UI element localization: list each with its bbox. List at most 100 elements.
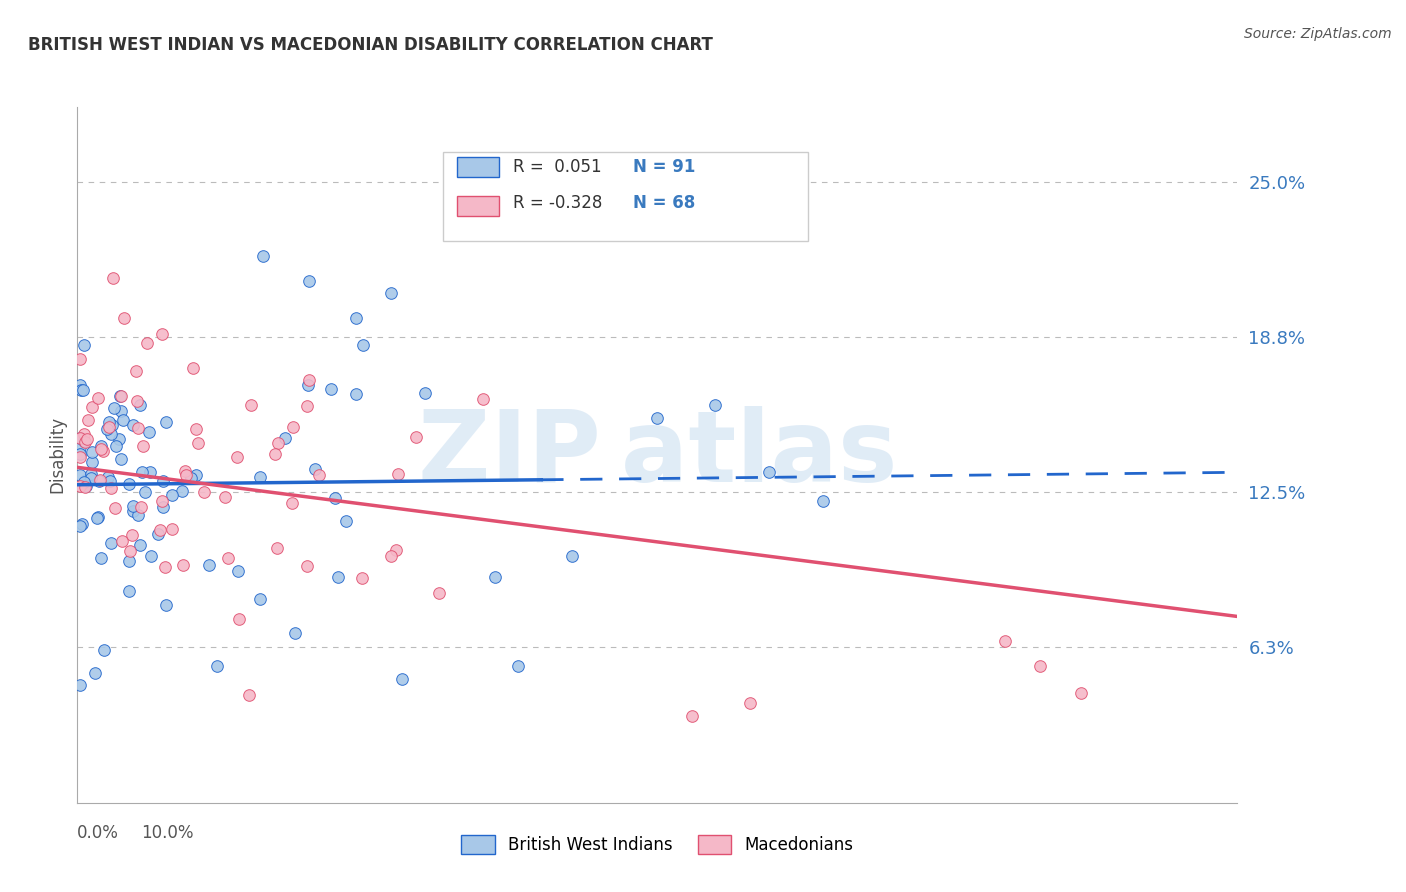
Point — [69, 351, 91, 366]
Point — [298, 373, 321, 387]
Point — [704, 398, 727, 412]
Point — [149, 523, 172, 537]
Point — [350, 571, 373, 585]
Point — [69, 450, 91, 465]
Point — [110, 452, 132, 467]
Point — [193, 485, 215, 500]
Point — [110, 389, 132, 403]
Point — [129, 539, 152, 553]
Point — [98, 474, 121, 488]
Point — [152, 500, 174, 514]
Point — [107, 432, 129, 446]
Point — [118, 477, 141, 491]
Point — [75, 473, 97, 487]
Point — [1070, 686, 1092, 700]
Point — [252, 249, 274, 263]
Point — [121, 504, 143, 518]
Point — [172, 558, 194, 573]
Point — [184, 422, 207, 436]
Point — [740, 697, 762, 711]
Point — [150, 326, 173, 341]
Point — [103, 401, 125, 416]
Point — [187, 435, 209, 450]
Point — [69, 431, 91, 445]
Point — [148, 526, 170, 541]
Point — [69, 431, 91, 445]
Point — [160, 523, 183, 537]
Point — [73, 434, 96, 449]
Point — [225, 450, 247, 465]
Text: N = 68: N = 68 — [633, 194, 695, 212]
Point — [122, 500, 145, 514]
Point — [73, 480, 96, 494]
Point — [75, 479, 97, 493]
Point — [134, 485, 156, 500]
Point — [101, 418, 124, 433]
Point — [150, 493, 173, 508]
Point — [380, 286, 402, 301]
Text: Source: ZipAtlas.com: Source: ZipAtlas.com — [1244, 27, 1392, 41]
Point — [100, 536, 122, 550]
Point — [472, 392, 495, 406]
Point — [129, 500, 152, 515]
Point — [97, 470, 120, 484]
Point — [162, 488, 184, 502]
Point — [72, 434, 94, 448]
Point — [561, 549, 583, 564]
Y-axis label: Disability: Disability — [48, 417, 66, 493]
Point — [127, 420, 149, 434]
Point — [80, 471, 103, 485]
Point — [98, 415, 121, 429]
Point — [155, 416, 177, 430]
Point — [132, 438, 155, 452]
Point — [380, 549, 402, 563]
Point — [297, 377, 319, 392]
Point — [90, 442, 112, 456]
Point — [86, 511, 108, 525]
Point — [249, 592, 271, 607]
Point — [69, 447, 91, 461]
Point — [89, 474, 111, 488]
Text: 10.0%: 10.0% — [141, 823, 194, 842]
Point — [69, 467, 91, 482]
Point — [295, 559, 318, 574]
Point — [297, 399, 319, 413]
Point — [228, 612, 250, 626]
Point — [125, 364, 148, 378]
Point — [198, 558, 221, 573]
Point — [273, 431, 295, 445]
Point — [69, 519, 91, 533]
Point — [344, 311, 367, 326]
Point — [72, 383, 94, 397]
Point — [77, 412, 100, 426]
Point — [152, 474, 174, 488]
Point — [184, 467, 207, 482]
Point — [96, 422, 118, 436]
Point — [69, 479, 91, 493]
Point — [80, 467, 103, 482]
Point — [73, 338, 96, 352]
Text: R =  0.051: R = 0.051 — [513, 158, 602, 176]
Point — [122, 417, 145, 432]
Point — [352, 338, 374, 352]
Point — [266, 541, 288, 555]
Point — [506, 659, 529, 673]
Point — [90, 439, 112, 453]
Point — [180, 471, 202, 485]
Point — [121, 528, 143, 542]
Point — [90, 550, 112, 565]
Point — [183, 360, 205, 375]
Point — [69, 377, 91, 392]
Point — [281, 420, 304, 434]
Point — [103, 270, 125, 285]
Point — [391, 672, 413, 686]
Point — [80, 400, 103, 414]
Point — [174, 468, 197, 483]
Point — [80, 445, 103, 459]
Point — [131, 465, 153, 479]
Point — [138, 425, 160, 439]
Point — [104, 501, 127, 516]
Point — [214, 490, 236, 504]
Point — [127, 508, 149, 522]
Point — [100, 481, 122, 495]
